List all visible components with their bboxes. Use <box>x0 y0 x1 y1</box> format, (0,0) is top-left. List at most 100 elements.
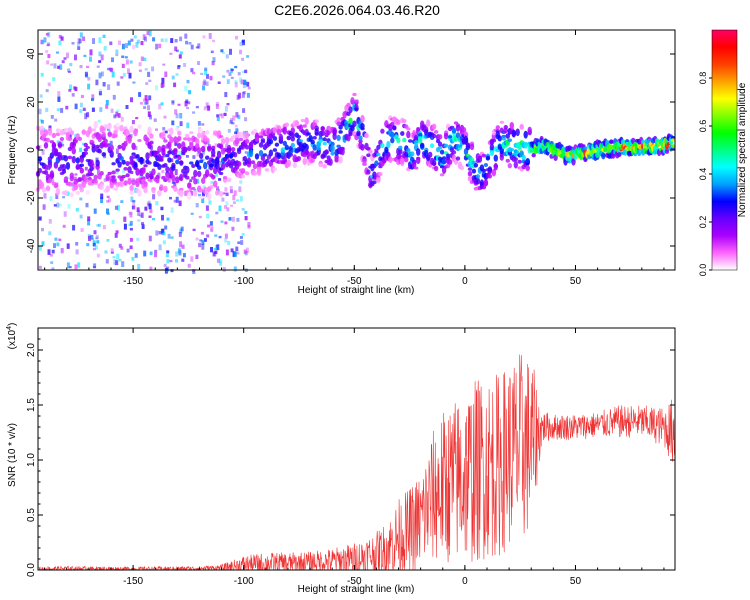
colorbar-tick-label: 0.0 <box>698 264 708 277</box>
spectrogram-cell <box>242 82 246 89</box>
spectrogram-cell <box>92 38 95 44</box>
spectrogram-cell <box>105 185 110 193</box>
spectrogram-cell <box>149 209 153 213</box>
spectrogram-cell <box>149 133 154 139</box>
spectrogram-cell <box>66 243 70 249</box>
spectrogram-cell <box>47 82 51 87</box>
spectrogram-cell <box>222 52 226 54</box>
spectrogram-cell <box>119 124 124 132</box>
spectrogram-cell <box>304 143 309 151</box>
spectrogram-cell <box>388 156 393 163</box>
spectrogram-cell <box>212 57 216 63</box>
spectrogram-cell <box>201 123 205 126</box>
spectrogram-cell <box>316 146 321 151</box>
spectrogram-cell <box>324 150 329 155</box>
spectrogram-cell <box>232 152 238 158</box>
spectrogram-cell <box>227 129 231 133</box>
spectrogram-cell <box>487 169 493 175</box>
spectrogram-cell <box>163 163 168 168</box>
spectrogram-cell <box>47 177 53 184</box>
spectrogram-cell <box>195 237 199 241</box>
spectrogram-cell <box>74 173 78 176</box>
spectrogram-cell <box>175 126 180 132</box>
spectrogram-cell <box>106 208 109 214</box>
spectrogram-cell <box>441 156 447 160</box>
spectrogram-cell <box>224 238 228 243</box>
spectrogram-cell <box>149 171 153 175</box>
spectrogram-cell <box>204 67 208 71</box>
spectrogram-cell <box>244 210 248 215</box>
spectrogram-cell <box>226 103 230 106</box>
spectrogram-y-tick-label: 20 <box>26 96 37 108</box>
spectrogram-cell <box>431 123 437 130</box>
spectrogram-cell <box>262 153 268 157</box>
spectrogram-cell <box>50 115 54 119</box>
spectrogram-cell <box>91 143 96 149</box>
spectrogram-cell <box>190 256 194 262</box>
spectrogram-cell <box>222 176 228 180</box>
spectrogram-cell <box>66 262 70 269</box>
spectrogram-cell <box>225 201 229 206</box>
spectrogram-cell <box>57 96 61 102</box>
spectrogram-cell <box>433 165 439 172</box>
spectrogram-cell <box>57 143 63 147</box>
spectrogram-cell <box>158 43 162 49</box>
spectrogram-cell <box>68 70 71 73</box>
spectrogram-cell <box>105 259 109 264</box>
spectrogram-cell <box>330 151 335 156</box>
spectrogram-cell <box>71 155 77 164</box>
spectrogram-cell <box>138 62 142 67</box>
spectrogram-cell <box>241 208 245 211</box>
spectrogram-cell <box>155 43 159 50</box>
spectrogram-cell <box>191 186 196 191</box>
colorbar-tick-label: 0.8 <box>698 72 708 85</box>
spectrogram-cell <box>414 139 419 147</box>
spectrogram-cell <box>152 218 155 221</box>
spectrogram-cell <box>47 161 53 169</box>
spectrogram-cell <box>170 207 174 213</box>
spectrogram-cell <box>205 155 210 160</box>
spectrogram-cell <box>60 140 64 145</box>
spectrogram-cell <box>384 146 389 154</box>
spectrogram-cell <box>428 151 433 158</box>
spectrogram-cell <box>95 79 99 86</box>
spectrogram-cell <box>101 131 106 138</box>
spectrogram-cell <box>108 198 112 203</box>
spectrogram-cell <box>201 198 205 203</box>
spectrogram-cell <box>292 162 297 169</box>
spectrogram-cell <box>131 179 136 186</box>
spectrogram-cell <box>41 241 45 246</box>
spectrogram-cell <box>348 117 353 125</box>
snr-x-tick-label: -50 <box>347 576 362 587</box>
spectrogram-cell <box>113 259 117 265</box>
spectrogram-cell <box>162 63 166 66</box>
spectrogram-cell <box>177 142 182 149</box>
spectrogram-cell <box>246 157 252 165</box>
spectrogram-cell <box>77 183 83 188</box>
spectrogram-cell <box>140 212 144 218</box>
spectrogram-cell <box>162 127 166 131</box>
spectrogram-cell <box>179 241 183 248</box>
spectrogram-cell <box>195 46 199 49</box>
spectrogram-cell <box>617 152 622 158</box>
spectrogram-cell <box>103 178 107 182</box>
spectrogram-cell <box>91 107 95 112</box>
spectrogram-cell <box>254 137 260 142</box>
spectrogram-cell <box>46 60 50 65</box>
spectrogram-cell <box>107 67 110 71</box>
spectrogram-cell <box>121 43 125 50</box>
spectrogram-cell <box>211 148 216 157</box>
spectrogram-cell <box>149 251 153 256</box>
spectrogram-cell <box>228 156 232 162</box>
spectrogram-cell <box>239 42 243 47</box>
spectrogram-cell <box>128 211 132 216</box>
spectrogram-cell <box>97 169 100 175</box>
spectrogram-cell <box>210 228 214 232</box>
spectrogram-cell <box>190 212 194 215</box>
spectrogram-cell <box>98 60 102 63</box>
spectrogram-cell <box>114 232 118 238</box>
spectrogram-cell <box>123 140 128 147</box>
spectrogram-cell <box>202 150 206 155</box>
spectrogram-cell <box>429 143 435 148</box>
spectrogram-cell <box>67 136 73 141</box>
